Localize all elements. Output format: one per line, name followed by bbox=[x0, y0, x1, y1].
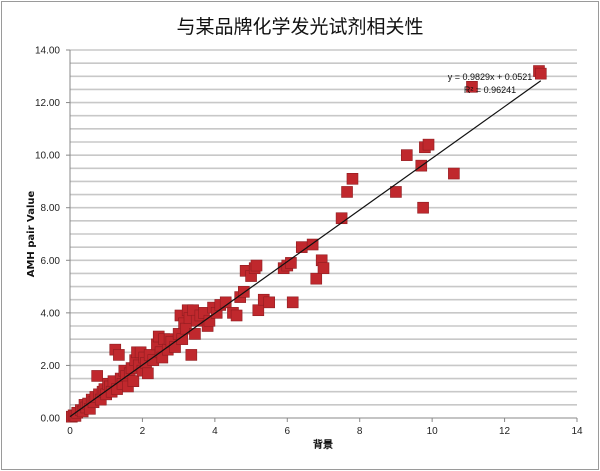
x-tick-label: 10 bbox=[427, 426, 439, 437]
x-axis-ticks: 0 2 4 6 8 10 12 14 bbox=[67, 418, 583, 437]
data-point bbox=[317, 262, 330, 274]
trendline-equation: y = 0.9829x + 0.0521 bbox=[448, 72, 533, 82]
data-point bbox=[252, 304, 265, 317]
x-tick-label: 14 bbox=[571, 426, 583, 437]
chart-title: 与某品牌化学发光试剂相关性 bbox=[176, 16, 424, 38]
data-point bbox=[390, 186, 402, 198]
trendline-r-squared: R² = 0.96241 bbox=[464, 85, 516, 95]
x-tick-label: 12 bbox=[499, 426, 511, 437]
data-point bbox=[142, 367, 154, 380]
data-point bbox=[250, 259, 263, 272]
y-tick-label: 8.00 bbox=[41, 203, 61, 214]
x-tick-label: 2 bbox=[140, 426, 146, 437]
data-point bbox=[466, 81, 478, 93]
data-point bbox=[238, 286, 250, 298]
data-point bbox=[448, 167, 460, 180]
data-point bbox=[310, 272, 323, 285]
x-tick-label: 6 bbox=[285, 426, 291, 437]
data-point bbox=[341, 186, 353, 198]
data-point bbox=[113, 349, 125, 361]
data-point bbox=[417, 201, 429, 214]
data-point bbox=[91, 370, 103, 382]
x-tick-label: 0 bbox=[67, 426, 73, 437]
trendline bbox=[69, 80, 542, 418]
data-points bbox=[66, 65, 547, 423]
data-point bbox=[286, 296, 299, 309]
data-point bbox=[189, 328, 201, 340]
y-tick-label: 6.00 bbox=[41, 256, 61, 267]
y-tick-label: 2.00 bbox=[41, 361, 61, 372]
x-tick-label: 8 bbox=[357, 426, 363, 437]
y-tick-label: 4.00 bbox=[41, 308, 61, 319]
y-tick-label: 12.00 bbox=[35, 98, 60, 109]
data-point bbox=[534, 67, 547, 80]
y-axis-label: AMH pair Value bbox=[26, 191, 37, 278]
y-tick-label: 0.00 bbox=[41, 414, 61, 425]
x-tick-label: 4 bbox=[212, 426, 218, 437]
y-axis-ticks: 0.00 2.00 4.00 6.00 8.00 10.00 12.00 14.00 bbox=[35, 46, 70, 425]
x-axis-label: 背景 bbox=[313, 438, 333, 451]
data-point bbox=[127, 375, 140, 388]
data-point bbox=[230, 309, 243, 322]
data-point bbox=[185, 349, 198, 361]
data-point bbox=[335, 212, 348, 225]
y-tick-label: 10.00 bbox=[35, 151, 60, 162]
data-point bbox=[306, 238, 319, 251]
data-point bbox=[263, 296, 275, 309]
data-point bbox=[422, 138, 435, 151]
data-point bbox=[400, 149, 413, 161]
y-tick-label: 14.00 bbox=[35, 46, 60, 57]
data-point bbox=[346, 173, 359, 185]
